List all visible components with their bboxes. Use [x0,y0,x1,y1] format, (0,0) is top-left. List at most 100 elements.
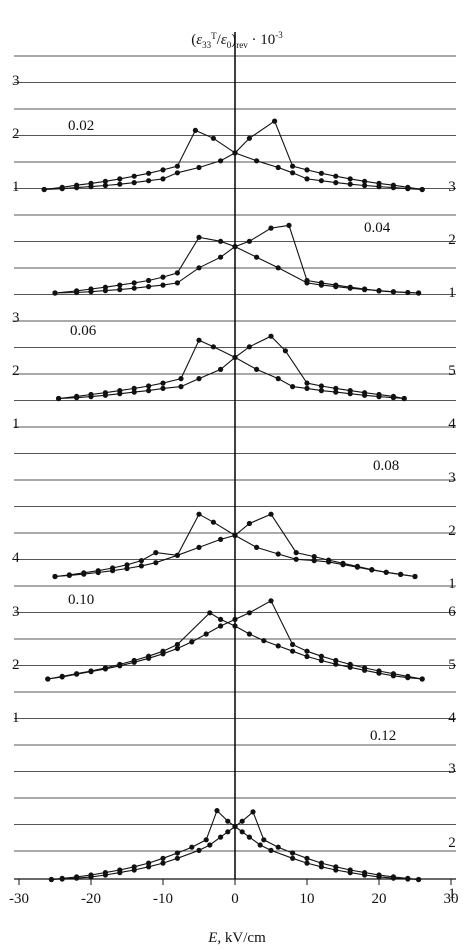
panel-5-ascending-point-28 [416,876,422,883]
panel-4-ascending-point-11 [203,631,209,637]
panel-4-descending-point-15 [275,643,281,649]
panel-1-ascending-point-11 [232,244,238,250]
panel-5-ascending-point-12 [218,834,224,840]
panel-3-ascending-point-7 [153,560,159,566]
panel-2-ascending-point-9 [196,376,202,382]
panel-0-ascending-point-12 [232,150,238,156]
panel-1-ascending-point-12 [246,238,252,244]
panel-5-descending-point-16 [246,834,252,840]
panel-1-ascending-point-7 [160,282,166,288]
panel-2-ascending-point-15 [304,380,310,386]
panel-1-descending-point-4 [117,282,123,288]
panel-0-ascending-point-15 [290,163,296,169]
panel-0-left-tick-2: 3 [12,73,20,89]
panel-5-ascending-point-13 [225,829,231,835]
panel-2-ascending-point-17 [333,385,339,391]
panel-label-5: 0.12 [370,728,396,744]
panel-4-left-tick-2: 3 [12,604,20,620]
panel-2-ascending-point-11 [232,354,238,360]
panel-2-ascending-point-21 [390,393,396,399]
panel-2-ascending-point-13 [268,333,274,339]
panel-3-right-tick-1: 2 [448,523,456,539]
panel-1-ascending-point-14 [286,222,292,228]
panel-0-ascending-point-14 [272,118,278,124]
panel-5-ascending-point-4 [102,872,108,878]
panel-0-descending-point-14 [275,164,281,171]
panel-5-descending-point-17 [257,842,263,848]
panel-0-ascending-point-1 [59,186,65,192]
panel-4-ascending-point-18 [318,653,324,659]
title-slash: / [217,32,222,48]
panel-2-left-tick-1: 2 [12,363,20,379]
panel-4-ascending-point-7 [146,655,152,661]
panel-4-ascending-point-0 [45,676,51,682]
title-epsilon-0: ε [221,32,227,48]
panel-1-ascending-point-2 [88,289,94,295]
panel-3-ascending-point-21 [398,571,404,578]
panel-2-right-tick-0: 4 [448,416,456,432]
panel-5-descending-point-20 [304,860,310,866]
panel-3-ascending-point-17 [340,560,346,566]
panel-1-ascending-point-6 [146,284,152,290]
panel-2-ascending-point-10 [218,366,224,372]
panel-5-ascending-point-10 [196,847,202,854]
panel-3-ascending-point-9 [196,544,202,551]
panel-0-ascending-point-0 [41,186,47,193]
x-tick-label-2: -10 [153,891,173,907]
panel-0-ascending-point-4 [102,182,108,189]
panel-3-ascending-point-13 [268,511,274,517]
panel-3-descending-point-9 [196,511,202,517]
panel-0-ascending-point-21 [376,180,382,186]
panel-1-ascending-point-4 [117,287,123,293]
panel-4-ascending-point-12 [218,623,224,629]
panel-0-descending-point-20 [362,182,368,189]
panel-3-ascending-point-12 [246,520,252,527]
panel-5-ascending-point-5 [117,870,123,876]
panel-0-ascending-point-5 [117,181,123,187]
panel-4-descending-point-13 [246,631,252,637]
panel-4-descending-point-9 [174,641,180,648]
x-tick-label-5: 20 [372,891,387,907]
panel-3-ascending-point-3 [95,569,101,576]
panel-2-descending-point-17 [333,389,339,395]
panel-5-descending-point-21 [318,864,324,870]
panel-2-ascending-point-12 [246,344,252,350]
panel-3-descending-point-6 [138,558,144,564]
panel-5-right-tick-1: 2 [448,835,456,851]
panel-0-descending-point-8 [160,167,166,173]
panel-1-descending-point-10 [218,238,224,244]
panel-4-ascending-point-15 [268,598,274,604]
panel-5-ascending-point-15 [239,818,245,824]
panel-0-ascending-point-8 [160,176,166,182]
chart-title: (ε33T/ε0)rev · 10-3 [191,30,283,50]
panel-3-descending-point-12 [254,544,260,551]
panel-3-ascending-point-11 [232,532,238,539]
panel-2-descending-point-10 [210,344,216,350]
panel-1-ascending-point-13 [268,225,274,231]
panel-4-ascending-point-13 [232,616,238,623]
panel-5-descending-point-7 [146,860,152,866]
panel-3-descending-point-15 [311,558,317,564]
panel-4-ascending-point-9 [174,645,180,652]
panel-3-descending-point-13 [275,551,281,557]
x-tick-label-3: 0 [231,891,239,907]
panel-0-ascending-point-7 [146,178,152,184]
panel-1-descending-point-13 [275,265,281,271]
panel-3-descending-point-14 [293,556,299,562]
panel-4-ascending-point-10 [189,639,195,645]
panel-1-ascending-point-18 [347,284,353,290]
panel-4-descending-point-19 [333,661,339,667]
title-exponent: -3 [275,30,283,40]
panel-5-ascending-point-25 [376,872,382,878]
panel-0-ascending-point-19 [347,176,353,182]
panel-4-ascending-point-24 [405,673,411,680]
panel-3-ascending-point-1 [66,572,72,579]
panel-2-descending-point-16 [318,388,324,394]
panel-1-ascending-point-9 [196,265,202,271]
panel-5-ascending-point-18 [275,844,281,850]
panel-1-ascending-point-22 [416,290,422,296]
panel-4-right-tick-1: 5 [448,657,456,673]
panel-5-ascending-point-2 [74,875,80,881]
panel-4-ascending-point-22 [376,668,382,674]
